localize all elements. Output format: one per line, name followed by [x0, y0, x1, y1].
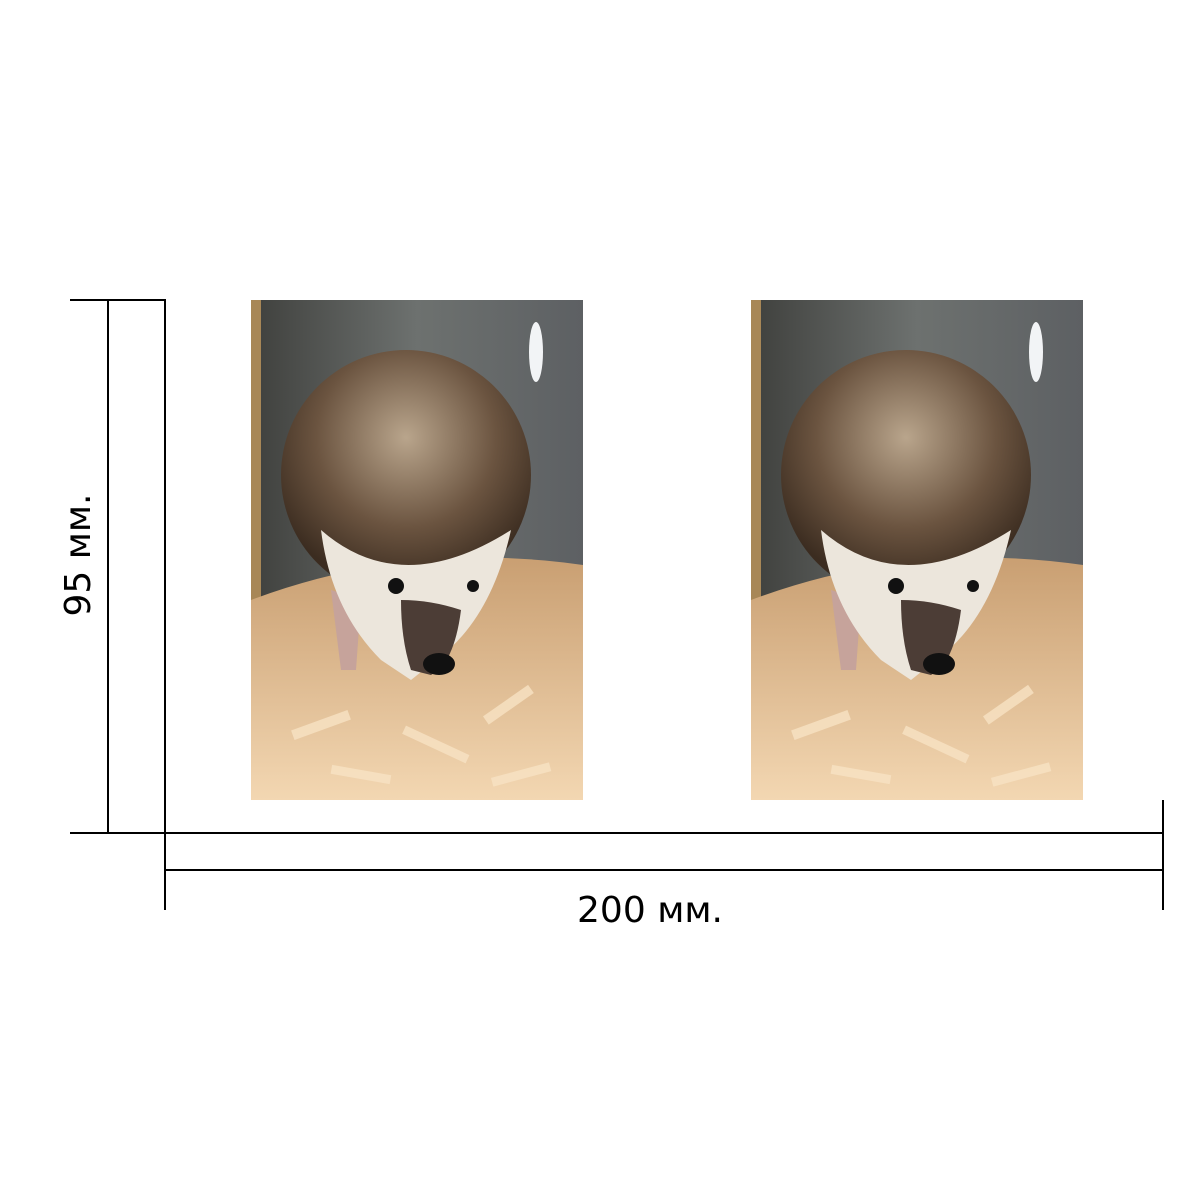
height-label: 95 мм. — [58, 493, 99, 616]
width-dimension — [164, 800, 1164, 910]
photo-left — [251, 300, 583, 800]
height-dimension — [70, 299, 166, 834]
photo-right — [751, 300, 1083, 800]
width-label: 200 мм. — [577, 890, 723, 931]
